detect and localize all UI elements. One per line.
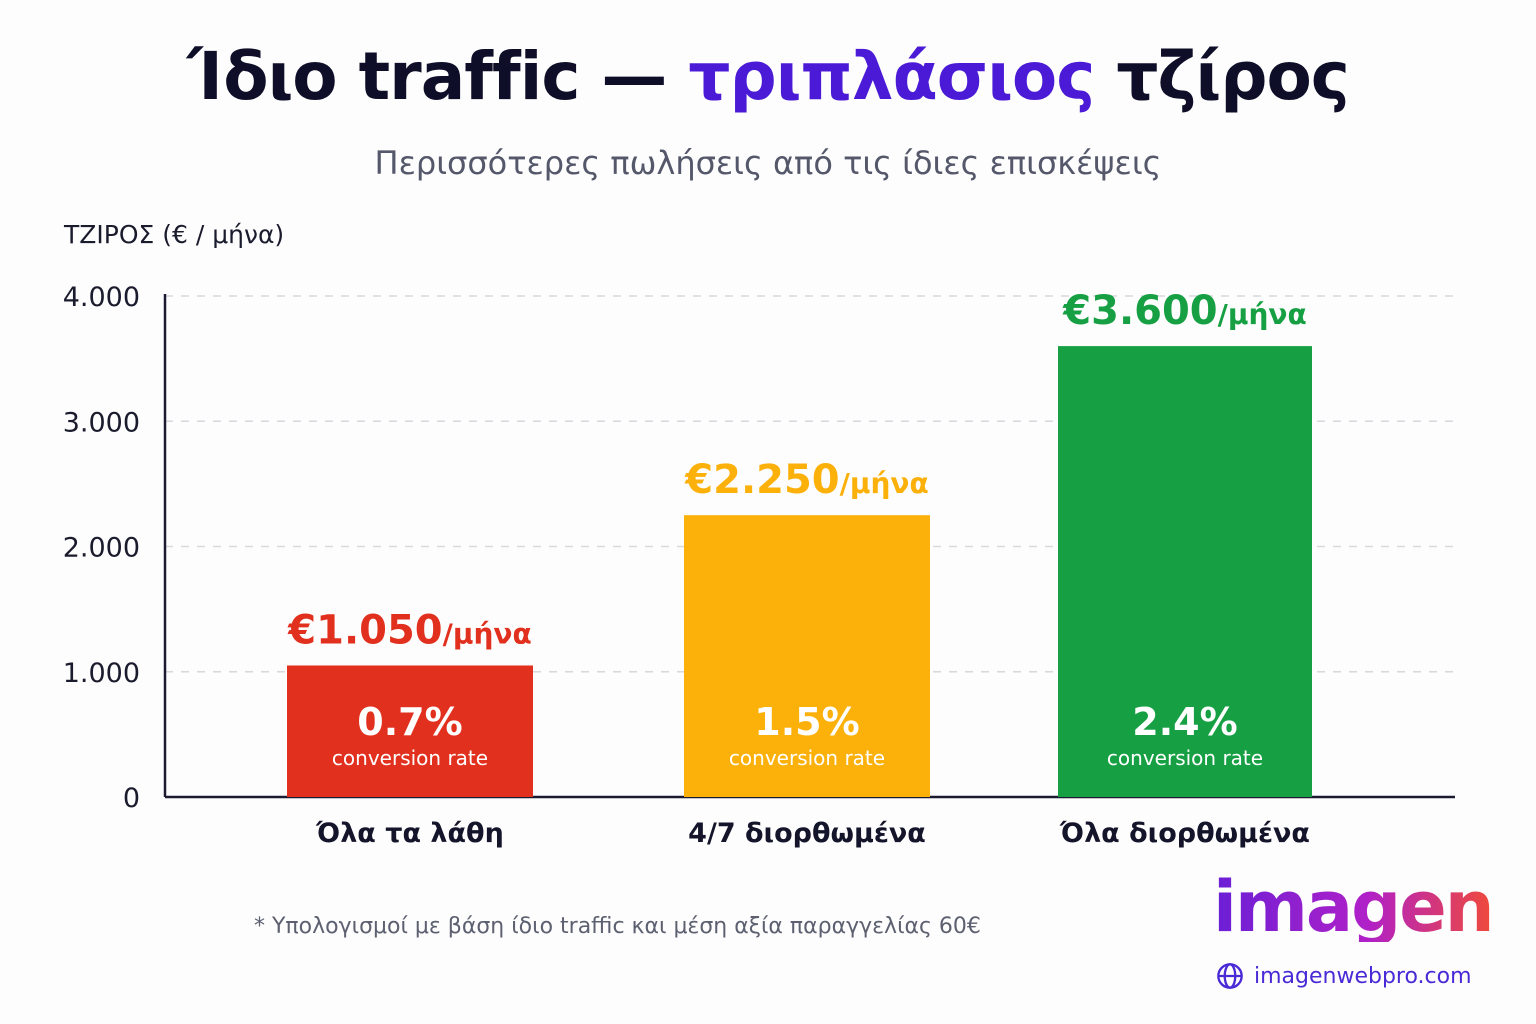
conversion-rate-value: 2.4% bbox=[1132, 700, 1237, 744]
y-axis-label: ΤΖΙΡΟΣ (€ / μήνα) bbox=[64, 220, 285, 249]
conversion-rate-caption: conversion rate bbox=[332, 746, 488, 770]
conversion-rate-caption: conversion rate bbox=[1107, 746, 1263, 770]
bar bbox=[684, 515, 930, 797]
bar-value-unit: /μήνα bbox=[443, 617, 532, 650]
chart-subtitle: Περισσότερες πωλήσεις από τις ίδιες επισ… bbox=[374, 144, 1162, 182]
title-part-1: Ίδιο traffic — bbox=[187, 38, 689, 115]
website-text: imagenwebpro.com bbox=[1254, 963, 1472, 989]
y-tick-label: 1.000 bbox=[63, 658, 140, 689]
website-link[interactable]: imagenwebpro.com bbox=[1216, 962, 1472, 990]
bar-value-amount: €1.050 bbox=[287, 607, 442, 653]
bar-value-label: €1.050/μήνα bbox=[287, 607, 531, 653]
brand-logo: imagen bbox=[1213, 866, 1495, 948]
conversion-rate-value: 1.5% bbox=[754, 700, 859, 744]
x-tick-label: Όλα τα λάθη bbox=[315, 818, 504, 849]
conversion-rate-value: 0.7% bbox=[357, 700, 462, 744]
x-tick-label: 4/7 διορθωμένα bbox=[688, 818, 926, 849]
y-tick-label: 4.000 bbox=[63, 282, 140, 313]
title-part-2: τζίρος bbox=[1094, 38, 1350, 115]
bar bbox=[1058, 346, 1312, 797]
y-tick-label: 0 bbox=[123, 783, 140, 814]
title-highlight: τριπλάσιος bbox=[688, 38, 1095, 115]
bar bbox=[287, 665, 533, 797]
bar-value-label: €2.250/μήνα bbox=[684, 457, 928, 503]
chart-title: Ίδιο traffic — τριπλάσιος τζίρος bbox=[0, 38, 1536, 115]
bar-value-amount: €2.250 bbox=[684, 457, 839, 503]
globe-icon bbox=[1217, 963, 1243, 989]
x-tick-label: Όλα διορθωμένα bbox=[1059, 818, 1310, 849]
bar-value-unit: /μήνα bbox=[1218, 298, 1307, 331]
footnote: * Υπολογισμοί με βάση ίδιο traffic και μ… bbox=[254, 914, 981, 939]
y-tick-label: 2.000 bbox=[63, 533, 140, 564]
bar-value-unit: /μήνα bbox=[840, 467, 929, 500]
bar-value-label: €3.600/μήνα bbox=[1062, 288, 1306, 334]
y-tick-label: 3.000 bbox=[63, 407, 140, 438]
bar-value-amount: €3.600 bbox=[1062, 288, 1217, 334]
conversion-rate-caption: conversion rate bbox=[729, 746, 885, 770]
